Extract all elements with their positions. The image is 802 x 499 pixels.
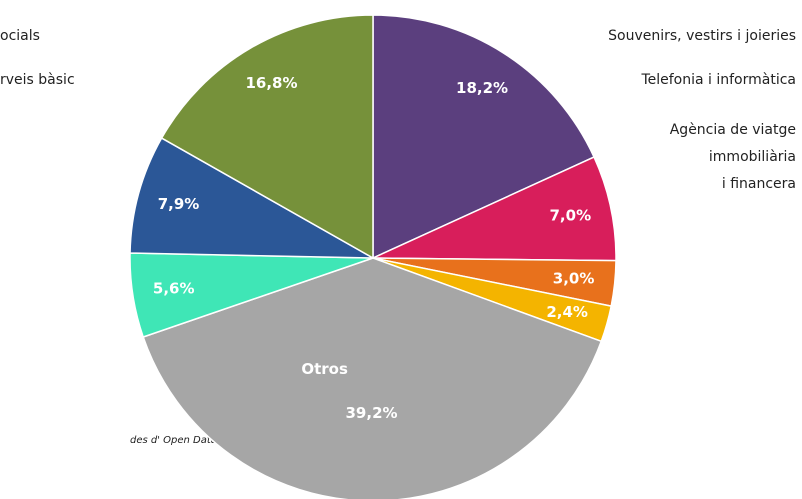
side-label: Telefonia i informàtica (640, 72, 796, 88)
pie-slice (160, 14, 374, 260)
source: des d' Open Data BCN (130, 435, 242, 446)
value-label: 5,6% (153, 280, 195, 298)
pie-slice (142, 257, 603, 499)
side-label: i financera (722, 176, 796, 192)
side-label: immobiliària (709, 149, 796, 165)
value-label: 39,2% (346, 404, 398, 422)
pie-slice (129, 137, 374, 259)
slice-label: Otros (301, 360, 348, 378)
side-label: Agència de viatge (670, 122, 796, 138)
side-label: Souvenirs, vestirs i joieries (608, 28, 796, 44)
value-label: 2,4% (546, 303, 588, 321)
side-label: rveis bàsic (0, 72, 75, 88)
value-label: 18,2% (456, 79, 508, 97)
value-label: 7,9% (158, 195, 200, 213)
pie-slice (372, 156, 617, 262)
value-label: 16,8% (245, 74, 297, 92)
value-label: 3,0% (553, 270, 595, 288)
value-label: 7,0% (550, 207, 592, 225)
side-label: ocials (0, 28, 40, 44)
pie-slice (372, 14, 596, 260)
